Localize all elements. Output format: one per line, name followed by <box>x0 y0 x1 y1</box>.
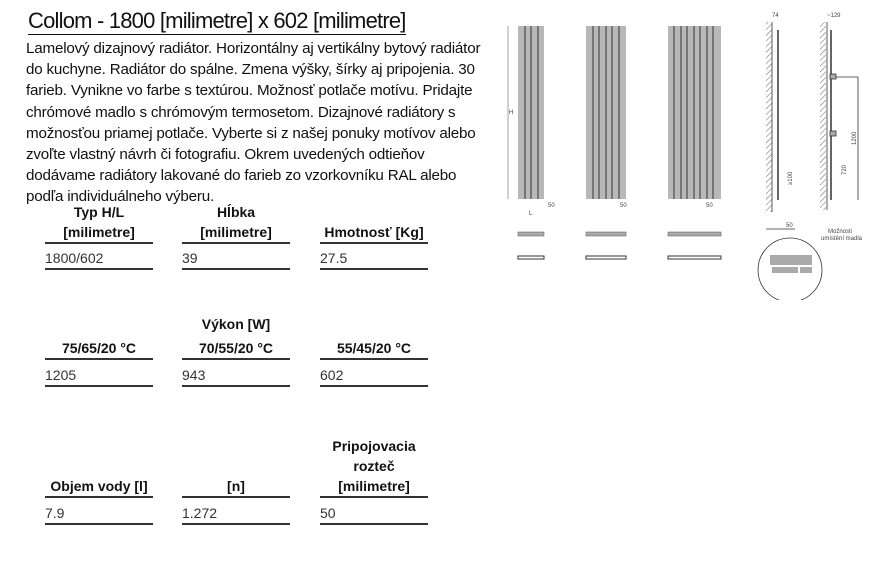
header-type-line1: Typ H/L <box>73 204 125 220</box>
header-weight-line1: Hmotnosť [Kg] <box>324 224 424 240</box>
value-connection-spacing: 50 <box>320 503 428 525</box>
value-output-70: 943 <box>182 365 290 387</box>
label-spacing-1: 50 <box>548 203 555 209</box>
header-depth: Hĺbka [milimetre] <box>182 202 290 244</box>
header-connection-line3: [milimetre] <box>338 478 410 494</box>
radiator-front-small: H L 50 <box>507 26 555 260</box>
header-output-70: 70/55/20 °C <box>182 338 290 360</box>
label-height: H <box>509 110 513 116</box>
header-type: Typ H/L [milimetre] <box>45 202 153 244</box>
header-output-55: 55/45/20 °C <box>320 338 428 360</box>
label-min-floor: ≥100 <box>788 171 794 185</box>
label-720: 720 <box>842 164 848 175</box>
header-connection-spacing: Pripojovacia rozteč [milimetre] <box>320 436 428 498</box>
label-1200: 1200 <box>852 131 858 145</box>
value-water-volume: 7.9 <box>45 503 153 525</box>
header-output-75: 75/65/20 °C <box>45 338 153 360</box>
header-type-line2: [milimetre] <box>63 224 135 240</box>
header-water-volume: Objem vody [l] <box>45 476 153 498</box>
label-depth: 74 <box>772 13 779 19</box>
value-n: 1.272 <box>182 503 290 525</box>
label-spacing-2: 50 <box>620 203 627 209</box>
handle-view <box>820 22 859 210</box>
label-handle-note-2: umístění madla <box>821 236 863 242</box>
header-n: [n] <box>182 476 290 498</box>
value-type: 1800/602 <box>45 248 153 270</box>
radiator-front-large: 50 <box>667 26 722 260</box>
technical-drawing: H L 50 50 50 74 50 ≥100 ~129 <box>507 13 863 300</box>
label-handle-depth: ~129 <box>827 13 841 19</box>
output-caption: Výkon [W] <box>201 316 271 332</box>
label-handle-note-1: Možnosti <box>828 229 852 235</box>
label-length: L <box>529 211 533 217</box>
value-output-55: 602 <box>320 365 428 387</box>
header-depth-line2: [milimetre] <box>200 224 272 240</box>
radiator-front-medium: 50 <box>585 26 627 260</box>
value-weight: 27.5 <box>320 248 428 270</box>
side-view <box>757 22 823 300</box>
value-depth: 39 <box>182 248 290 270</box>
header-connection-line1: Pripojovacia <box>332 438 416 454</box>
label-floor-50: 50 <box>786 223 793 229</box>
value-output-75: 1205 <box>45 365 153 387</box>
product-title: Collom - 1800 [milimetre] x 602 [milimet… <box>28 8 406 35</box>
header-weight: Hmotnosť [Kg] <box>320 222 428 244</box>
header-connection-line2: rozteč <box>353 458 395 474</box>
label-spacing-3: 50 <box>706 203 713 209</box>
header-depth-line1: Hĺbka <box>216 204 256 220</box>
product-description: Lamelový dizajnový radiátor. Horizontáln… <box>26 40 481 206</box>
